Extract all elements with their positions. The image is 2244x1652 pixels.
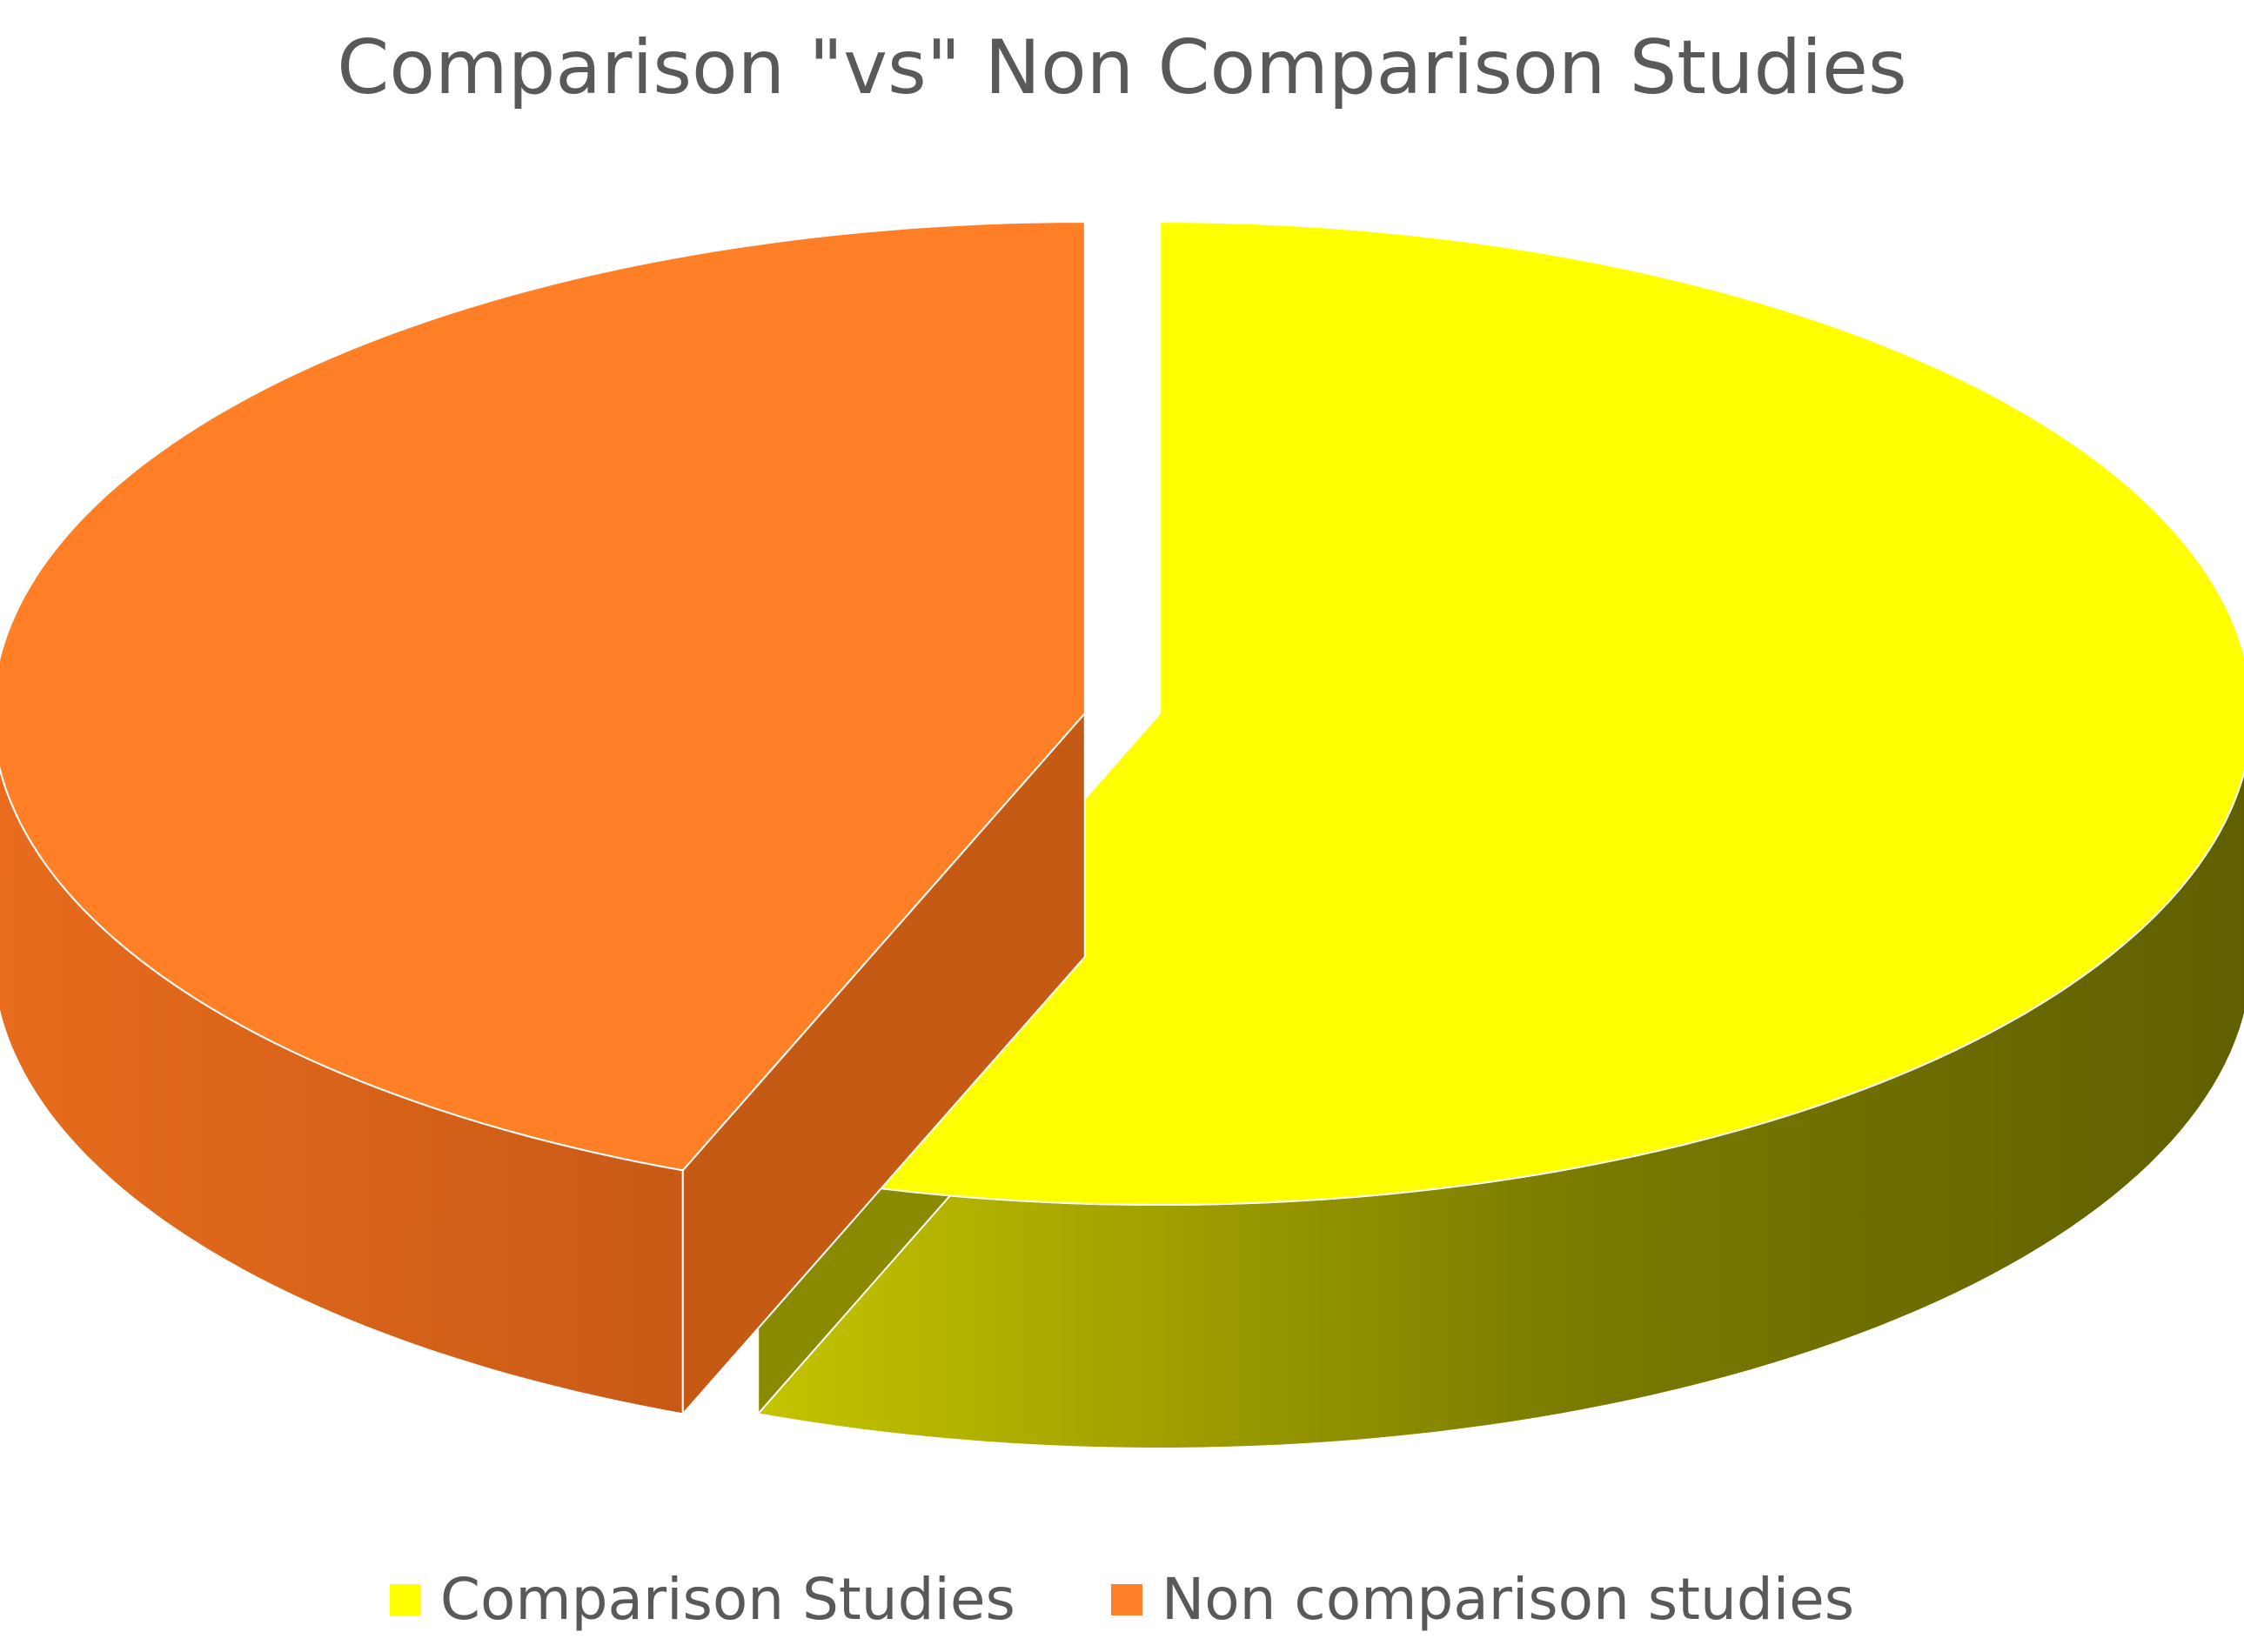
pie-slice-non-comparison-studies xyxy=(0,220,1086,1416)
legend-swatch-non-comparison-studies xyxy=(1110,1583,1142,1615)
legend-label-non-comparison-studies: Non comparison studies xyxy=(1161,1566,1855,1633)
legend: Comparison Studies Non comparison studie… xyxy=(0,1566,2244,1633)
legend-item-non-comparison-studies: Non comparison studies xyxy=(1110,1566,1855,1633)
chart-title: Comparison "vs" Non Comparison Studies xyxy=(337,24,1907,111)
pie-slice-top-comparison-studies xyxy=(756,220,2244,1207)
pie-slice-top-non-comparison-studies xyxy=(0,220,1086,1172)
legend-label-comparison-studies: Comparison Studies xyxy=(439,1566,1015,1633)
legend-swatch-comparison-studies xyxy=(389,1583,421,1615)
legend-item-comparison-studies: Comparison Studies xyxy=(389,1566,1015,1633)
